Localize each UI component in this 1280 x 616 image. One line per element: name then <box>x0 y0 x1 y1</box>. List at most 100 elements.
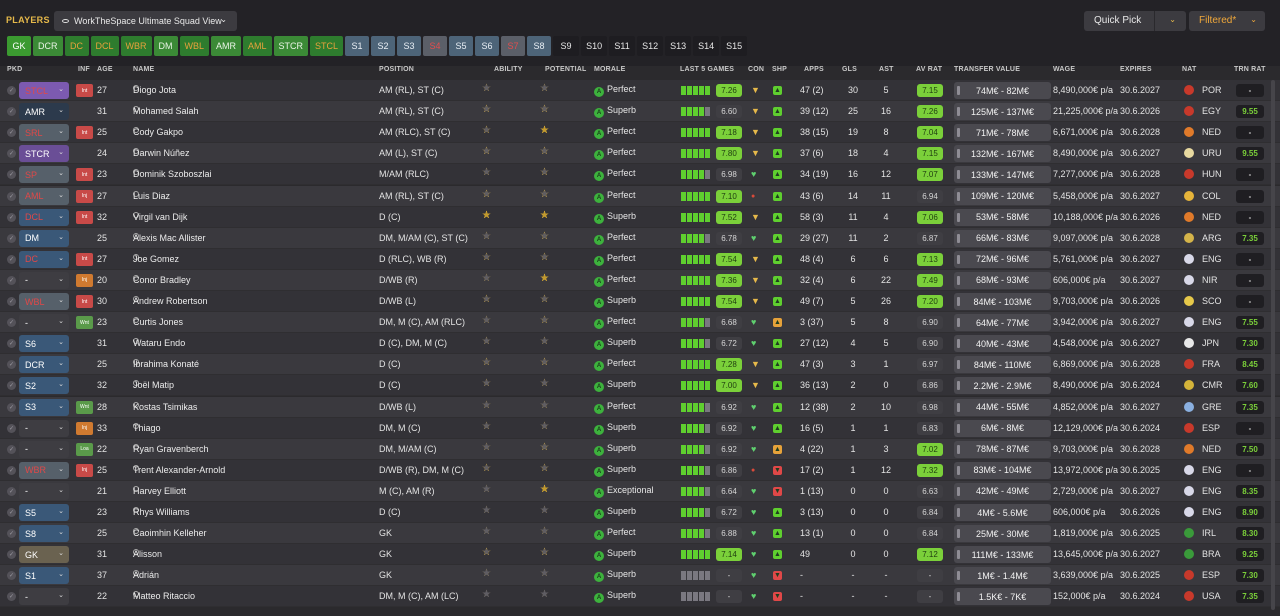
table-row[interactable]: ✓ S2 ⌄ 32 Joël Matip D (C) ★ ★ ★ ★ ★ ★ ★ ★ ★ ★ A Superb 7.… <box>0 375 1280 397</box>
pick-checkbox[interactable]: ✓ <box>7 423 16 433</box>
transfer-value[interactable]: 64M€ - 77M€ <box>954 314 1051 332</box>
position-pill-s5[interactable]: S5 <box>449 36 474 56</box>
col-ast[interactable]: AST <box>879 66 894 73</box>
pick-checkbox[interactable]: ✓ <box>7 86 16 95</box>
transfer-value[interactable]: 78M€ - 87M€ <box>954 440 1051 458</box>
pick-checkbox[interactable]: ✓ <box>7 486 16 496</box>
squad-slot-dropdown[interactable]: DCR ⌄ <box>19 356 69 374</box>
transfer-value[interactable]: 71M€ - 78M€ <box>954 124 1051 142</box>
col-gls[interactable]: GLS <box>842 66 857 73</box>
squad-slot-dropdown[interactable]: - ⌄ <box>19 419 69 437</box>
pick-checkbox[interactable]: ✓ <box>7 254 16 264</box>
pick-checkbox[interactable]: ✓ <box>7 233 16 243</box>
table-row[interactable]: ✓ STCR ⌄ 24 Darwin Núñez AM (L), ST (C) ★ ★ ★ ★ ★ ★… <box>0 143 1280 165</box>
squad-slot-dropdown[interactable]: AMR ⌄ <box>19 103 69 121</box>
squad-slot-dropdown[interactable]: DCL ⌄ <box>19 208 69 226</box>
vertical-scrollbar[interactable] <box>1271 80 1275 610</box>
position-pill-s13[interactable]: S13 <box>665 36 692 56</box>
squad-slot-dropdown[interactable]: - ⌄ <box>19 482 69 500</box>
position-pill-s6[interactable]: S6 <box>475 36 500 56</box>
pick-checkbox[interactable]: ✓ <box>7 297 16 306</box>
squad-slot-dropdown[interactable]: S3 ⌄ <box>19 398 69 416</box>
position-pill-dc[interactable]: DC <box>64 36 89 56</box>
table-row[interactable]: ✓ DM ⌄ 25 Alexis Mac Allister DM, M/AM (C), S… <box>0 227 1280 249</box>
table-row[interactable]: ✓ AML ⌄ Inj 27 Luis Diaz AM (RL), ST (C) ★ ★ ★ ★ ★ ★… <box>0 185 1280 207</box>
position-pill-s10[interactable]: S10 <box>581 36 608 56</box>
table-row[interactable]: ✓ STCL ⌄ Int 27 Diogo Jota AM (RL), ST (C) ★ ★ ★ ★… <box>0 80 1280 101</box>
transfer-value[interactable]: 72M€ - 96M€ <box>954 250 1051 268</box>
transfer-value[interactable]: 25M€ - 30M€ <box>954 525 1051 543</box>
col-transfer-value[interactable]: TRANSFER VALUE <box>954 66 1021 73</box>
filter-button[interactable]: Filtered* ⌄ <box>1189 11 1265 31</box>
pick-checkbox[interactable]: ✓ <box>7 191 16 201</box>
transfer-value[interactable]: 6M€ - 8M€ <box>954 419 1051 437</box>
squad-slot-dropdown[interactable]: - ⌄ <box>19 271 69 289</box>
position-pill-gk[interactable]: GK <box>7 36 31 56</box>
squad-slot-dropdown[interactable]: WBL ⌄ <box>19 293 69 310</box>
position-pill-dcr[interactable]: DCR <box>33 36 63 56</box>
squad-slot-dropdown[interactable]: STCR ⌄ <box>19 145 69 163</box>
table-row[interactable]: ✓ - ⌄ 22 Matteo Ritaccio DM, M (C), AM (LC) ★ ★… <box>0 586 1280 608</box>
transfer-value[interactable]: 66M€ - 83M€ <box>954 229 1051 247</box>
pick-checkbox[interactable]: ✓ <box>7 550 16 560</box>
transfer-value[interactable]: 109M€ - 120M€ <box>954 187 1051 205</box>
squad-slot-dropdown[interactable]: S5 ⌄ <box>19 504 69 521</box>
view-selector[interactable]: WorkTheSpace Ultimate Squad View ⌄ <box>54 11 237 31</box>
pick-checkbox[interactable]: ✓ <box>7 149 16 159</box>
squad-slot-dropdown[interactable]: - ⌄ <box>19 588 69 606</box>
pick-checkbox[interactable]: ✓ <box>7 170 16 180</box>
squad-slot-dropdown[interactable]: - ⌄ <box>19 314 69 332</box>
col-trn[interactable]: TRN RAT <box>1234 66 1266 73</box>
pick-checkbox[interactable]: ✓ <box>7 592 16 602</box>
transfer-value[interactable]: 84M€ - 110M€ <box>954 356 1051 374</box>
pick-checkbox[interactable]: ✓ <box>7 508 16 517</box>
transfer-value[interactable]: 83M€ - 104M€ <box>954 461 1051 479</box>
table-row[interactable]: ✓ GK ⌄ 31 Alisson GK ★ ★ ★ ★ ★ ★ ★ ★ ★ ★ A Superb 7.14 ♥ ▲ 49… <box>0 544 1280 566</box>
position-pill-dcl[interactable]: DCL <box>90 36 119 56</box>
squad-slot-dropdown[interactable]: SP ⌄ <box>19 166 69 184</box>
table-row[interactable]: ✓ DCL ⌄ Int 32 Virgil van Dijk D (C) ★ ★ ★ ★ ★ ★ ★ ★ ★ ★… <box>0 206 1280 228</box>
col-age[interactable]: AGE <box>97 66 113 73</box>
squad-slot-dropdown[interactable]: SRL ⌄ <box>19 124 69 142</box>
pick-checkbox[interactable]: ✓ <box>7 360 16 370</box>
col-shp[interactable]: SHP <box>772 66 787 73</box>
col-con[interactable]: CON <box>748 66 765 73</box>
table-row[interactable]: ✓ SP ⌄ Int 23 Dominik Szoboszlai M/AM (RLC) ★ ★ ★… <box>0 164 1280 186</box>
squad-slot-dropdown[interactable]: S1 ⌄ <box>19 567 69 585</box>
col-expires[interactable]: EXPIRES <box>1120 66 1152 73</box>
position-pill-s4[interactable]: S4 <box>423 36 448 56</box>
col-avrat[interactable]: AV RAT <box>916 66 943 73</box>
col-apps[interactable]: APPS <box>804 66 824 73</box>
position-pill-s11[interactable]: S11 <box>609 36 636 56</box>
col-potential[interactable]: POTENTIAL <box>545 66 587 73</box>
table-row[interactable]: ✓ S1 ⌄ 37 Adrián GK ★ ★ ★ ★ ★ ★ ★ ★ ★ ★ A Superb - ♥ ▼ - - - -1M… <box>0 565 1280 587</box>
col-wage[interactable]: WAGE <box>1053 66 1076 73</box>
position-pill-stcr[interactable]: STCR <box>273 36 309 56</box>
pick-checkbox[interactable]: ✓ <box>7 275 16 285</box>
pick-checkbox[interactable]: ✓ <box>7 107 16 117</box>
position-pill-s9[interactable]: S9 <box>553 36 580 56</box>
squad-slot-dropdown[interactable]: DC ⌄ <box>19 250 69 268</box>
pick-checkbox[interactable]: ✓ <box>7 444 16 454</box>
position-pill-s12[interactable]: S12 <box>637 36 664 56</box>
pick-checkbox[interactable]: ✓ <box>7 529 16 539</box>
squad-slot-dropdown[interactable]: S8 ⌄ <box>19 525 69 543</box>
table-row[interactable]: ✓ S8 ⌄ 25 Caoimhin Kelleher GK ★ ★ ★ ★ ★ ★ ★ ★ ★ ★ A Perf… <box>0 523 1280 545</box>
table-row[interactable]: ✓ SRL ⌄ Int 25 Cody Gakpo AM (RLC), ST (C) ★ ★ ★ ★… <box>0 122 1280 144</box>
transfer-value[interactable]: 133M€ - 147M€ <box>954 166 1051 184</box>
position-pill-wbl[interactable]: WBL <box>179 36 210 56</box>
table-row[interactable]: ✓ S3 ⌄ Wnt 28 Kostas Tsimikas D/WB (L) ★ ★ ★ ★ ★ ★ ★ ★… <box>0 396 1280 418</box>
table-row[interactable]: ✓ AMR ⌄ 31 Mohamed Salah AM (RL), ST (C) ★ ★ ★ ★ ★… <box>0 101 1280 123</box>
position-pill-s1[interactable]: S1 <box>345 36 370 56</box>
transfer-value[interactable]: 40M€ - 43M€ <box>954 335 1051 353</box>
table-row[interactable]: ✓ WBL ⌄ Int 30 Andrew Robertson D/WB (L) ★ ★ ★ ★ ★ ★… <box>0 291 1280 312</box>
transfer-value[interactable]: 111M€ - 133M€ <box>954 546 1051 564</box>
transfer-value[interactable]: 84M€ - 103M€ <box>954 293 1051 310</box>
transfer-value[interactable]: 53M€ - 58M€ <box>954 208 1051 226</box>
transfer-value[interactable]: 1M€ - 1.4M€ <box>954 567 1051 585</box>
pick-checkbox[interactable]: ✓ <box>7 571 16 581</box>
col-inf[interactable]: INF <box>78 66 90 73</box>
transfer-value[interactable]: 68M€ - 93M€ <box>954 271 1051 289</box>
position-pill-s3[interactable]: S3 <box>397 36 422 56</box>
squad-slot-dropdown[interactable]: WBR ⌄ <box>19 461 69 479</box>
